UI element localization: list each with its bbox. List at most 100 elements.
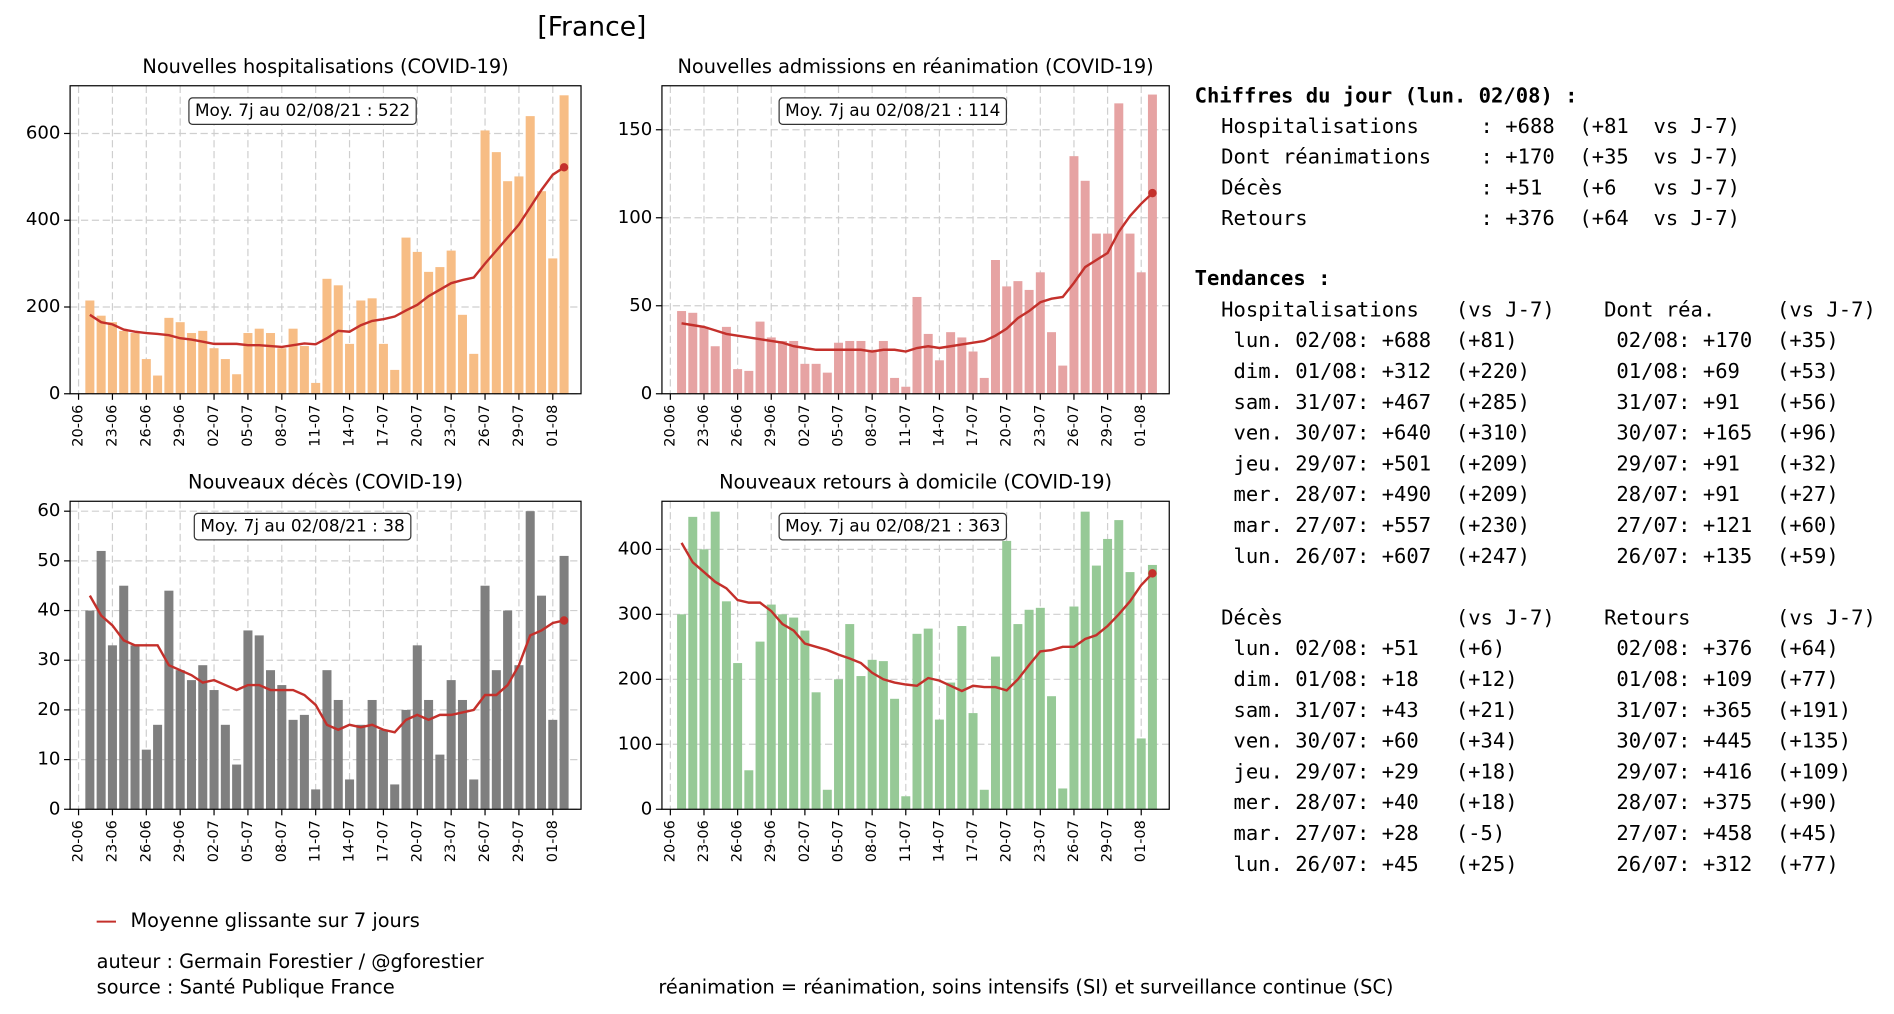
- bar: [1069, 156, 1079, 394]
- x-tick-label: 02-07: [206, 820, 222, 862]
- bar: [755, 321, 765, 394]
- bar: [1080, 180, 1090, 394]
- y-tick-label: 30: [37, 649, 60, 670]
- bar: [153, 375, 163, 394]
- bar: [1058, 788, 1068, 810]
- x-tick-label: 20-07: [999, 405, 1015, 447]
- bar: [934, 719, 944, 810]
- x-tick-label: 20-07: [409, 405, 425, 447]
- bar: [288, 719, 298, 810]
- moving-average-line: [89, 166, 565, 349]
- trend-header: Hospitalisations (vs J-7): [1221, 297, 1555, 321]
- bar: [1024, 609, 1034, 810]
- bar: [811, 692, 821, 810]
- trend-row: sam. 31/07: +467 (+285): [1234, 390, 1530, 414]
- x-tick-label: 26-07: [1066, 405, 1082, 447]
- x-tick-label: 23-06: [696, 820, 712, 862]
- bar: [311, 382, 321, 394]
- bar: [968, 713, 978, 810]
- bar: [186, 680, 196, 810]
- bar: [710, 511, 720, 810]
- bar: [153, 724, 163, 810]
- x-tick-label: 05-07: [240, 820, 256, 862]
- bar: [1047, 696, 1057, 810]
- bar: [164, 317, 174, 394]
- bar: [186, 333, 196, 394]
- bar: [890, 377, 900, 394]
- summary-line: Décès : +51 (+6 vs J-7): [1221, 175, 1740, 199]
- moving-average-line: [88, 595, 565, 734]
- bar: [367, 298, 377, 394]
- trend-row: 30/07: +445 (+135): [1616, 729, 1851, 753]
- x-tick-label: 23-07: [443, 820, 459, 862]
- last-point: [1148, 188, 1157, 198]
- summary-line: Hospitalisations : +688 (+81 vs J-7): [1221, 114, 1740, 138]
- annotation-box: [778, 97, 1008, 126]
- annotation-box: [778, 512, 1008, 541]
- bar: [220, 724, 230, 810]
- bar: [559, 95, 569, 394]
- bar: [141, 359, 151, 394]
- bar: [536, 191, 547, 394]
- trend-row: sam. 31/07: +43 (+21): [1234, 698, 1518, 722]
- x-tick-label: 20-06: [71, 820, 87, 862]
- x-tick-label: 17-07: [375, 405, 391, 447]
- bar: [1136, 272, 1146, 394]
- bar: [856, 340, 866, 394]
- bar: [755, 641, 765, 810]
- trend-row: 01/08: +109 (+77): [1616, 667, 1838, 691]
- bar: [345, 343, 355, 394]
- bar: [968, 351, 978, 394]
- footer-author: auteur : Germain Forestier / @gforestier: [97, 950, 484, 973]
- trend-row: mar. 27/07: +557 (+230): [1234, 513, 1530, 537]
- bar: [130, 333, 140, 394]
- trend-header: Dont réa. (vs J-7): [1604, 297, 1876, 321]
- bar: [688, 516, 698, 810]
- bar: [721, 326, 731, 394]
- bar: [412, 251, 422, 394]
- bar: [469, 779, 479, 810]
- last-point: [1148, 569, 1157, 578]
- x-tick-label: 29-06: [763, 405, 779, 447]
- bar: [119, 330, 129, 394]
- bar: [491, 670, 501, 810]
- bar: [1069, 606, 1079, 810]
- plot-frame: [661, 500, 1170, 810]
- last-point: [559, 163, 569, 172]
- bar: [744, 370, 754, 394]
- bar: [548, 258, 558, 394]
- bar: [401, 709, 411, 810]
- x-tick-label: 26-07: [477, 820, 493, 862]
- bar: [710, 346, 720, 394]
- y-tick-label: 300: [618, 603, 653, 624]
- bar: [1058, 365, 1068, 394]
- bar: [979, 789, 989, 810]
- y-tick-label: 0: [49, 383, 61, 404]
- x-tick-label: 29-07: [1100, 405, 1116, 447]
- bar: [800, 630, 810, 810]
- trend-row: mer. 28/07: +40 (+18): [1234, 790, 1518, 814]
- bar: [401, 237, 411, 394]
- bar: [333, 285, 343, 394]
- bar: [232, 764, 242, 810]
- summary-line: Dont réanimations : +170 (+35 vs J-7): [1221, 145, 1740, 169]
- x-tick-label: 23-06: [696, 405, 712, 447]
- x-tick-label: 23-06: [104, 820, 120, 862]
- bar: [766, 337, 776, 394]
- bar: [322, 670, 332, 810]
- bar: [435, 754, 445, 810]
- bar: [923, 628, 933, 810]
- bar: [559, 555, 569, 810]
- bar: [811, 363, 821, 394]
- footer-note: réanimation = réanimation, soins intensi…: [658, 976, 1393, 999]
- bar: [356, 724, 366, 810]
- bar: [243, 333, 253, 394]
- y-tick-label: 60: [37, 500, 60, 521]
- bar: [990, 260, 1000, 394]
- trend-row: 30/07: +165 (+96): [1616, 421, 1838, 445]
- x-tick-label: 29-07: [511, 820, 527, 862]
- x-tick-label: 11-07: [308, 405, 324, 447]
- y-tick-label: 200: [26, 296, 61, 317]
- x-tick-label: 26-06: [138, 820, 154, 862]
- trend-row: jeu. 29/07: +501 (+209): [1234, 451, 1530, 475]
